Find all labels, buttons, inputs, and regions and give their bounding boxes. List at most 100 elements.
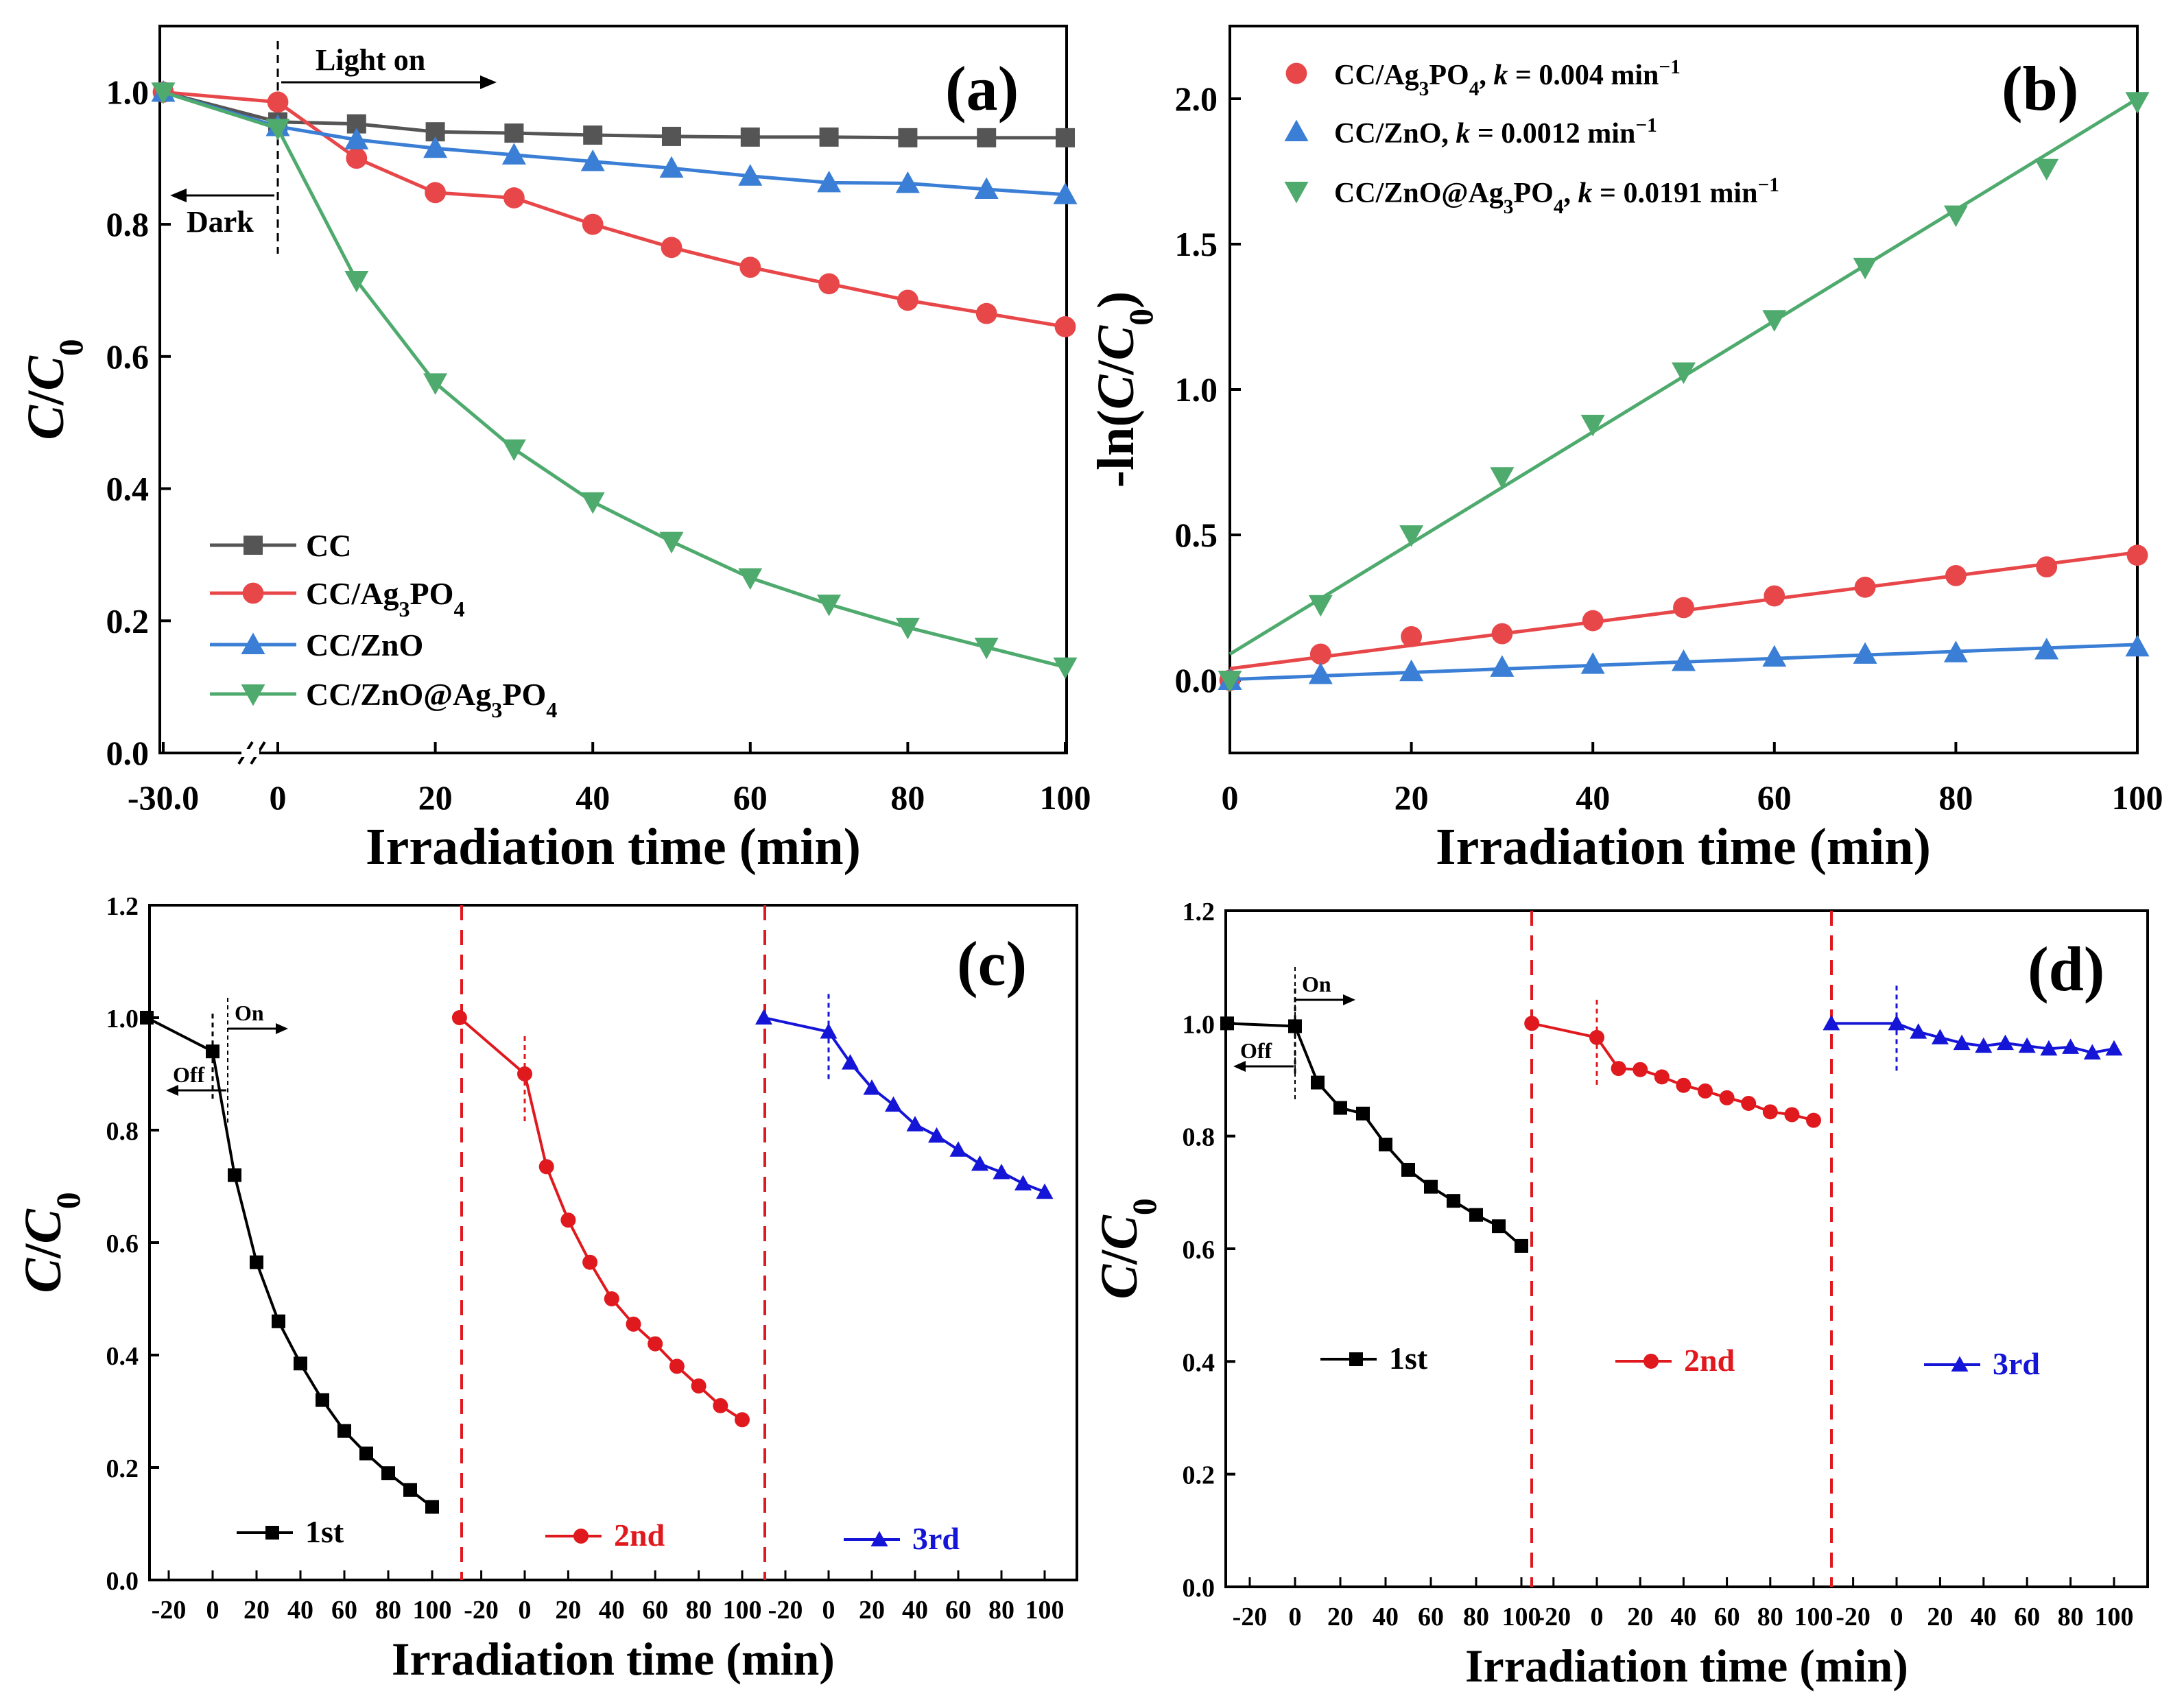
data-point — [1888, 1014, 1906, 1031]
data-point — [885, 1096, 902, 1112]
text-part: 4 — [546, 697, 557, 722]
data-point — [1580, 414, 1605, 437]
y-tick-label: 0.4 — [106, 1342, 139, 1371]
data-point — [1784, 1107, 1800, 1123]
x-tick-label: 0 — [1222, 778, 1239, 817]
x-tick-label: -20 — [1233, 1603, 1268, 1631]
data-point — [1356, 1106, 1370, 1121]
data-point — [1672, 649, 1696, 671]
data-point — [1220, 1016, 1234, 1031]
x-tick-label: 0 — [1591, 1603, 1604, 1631]
x-tick-label: 40 — [1971, 1603, 1997, 1631]
x-tick-label: 80 — [375, 1596, 401, 1625]
data-point — [895, 171, 920, 193]
panel-label: (c) — [957, 929, 1027, 998]
x-tick-label: 40 — [599, 1596, 625, 1625]
data-point — [1053, 657, 1078, 680]
on-arrowhead — [1343, 994, 1355, 1005]
data-point — [1953, 1034, 1971, 1051]
data-point — [661, 237, 682, 259]
text-part: 3 — [1504, 196, 1514, 218]
legend-marker — [1951, 1356, 1969, 1372]
data-point — [895, 617, 920, 640]
data-point — [423, 373, 448, 395]
x-tick-label: 20 — [555, 1596, 581, 1625]
off-label: Off — [1240, 1038, 1272, 1063]
panel-label: (b) — [2002, 53, 2078, 123]
data-point — [1308, 662, 1333, 684]
data-point — [739, 256, 761, 278]
legend-label: CC/Ag3PO4 — [306, 576, 465, 621]
data-point — [501, 439, 526, 462]
text-part: C — [17, 405, 75, 440]
data-point — [2034, 158, 2059, 181]
legend-label: 1st — [1389, 1341, 1428, 1376]
axis-break-gap — [241, 749, 259, 757]
data-point — [316, 1393, 329, 1407]
text-part: PO — [502, 677, 546, 712]
y-tick-label: 0.4 — [1183, 1348, 1215, 1377]
y-tick-label: 0.0 — [106, 734, 150, 772]
off-arrowhead — [1233, 1061, 1246, 1072]
on-arrowhead — [276, 1023, 288, 1034]
data-point — [1333, 1101, 1347, 1115]
data-point — [583, 125, 603, 145]
data-point — [1910, 1023, 1927, 1039]
data-point — [1309, 643, 1331, 665]
data-point — [928, 1127, 945, 1143]
data-point — [1218, 671, 1242, 693]
text-part: CC/ZnO — [306, 627, 423, 662]
y-tick-label: 0.6 — [1183, 1236, 1215, 1265]
off-arrowhead — [166, 1085, 178, 1096]
data-point — [817, 595, 842, 616]
legend-label: 1st — [305, 1514, 344, 1549]
off-label: Off — [173, 1062, 205, 1087]
text-part: CC/ZnO@Ag — [1334, 178, 1504, 209]
x-tick-label: 100 — [413, 1596, 452, 1625]
y-tick-label: 0.0 — [1175, 661, 1218, 699]
y-tick-label: 1.0 — [1175, 370, 1218, 409]
x-tick-label: 80 — [1463, 1603, 1489, 1631]
series-line — [163, 90, 1066, 328]
data-point — [1491, 623, 1513, 645]
x-tick-label: -20 — [152, 1596, 187, 1625]
x-tick-label: 40 — [575, 778, 610, 817]
x-tick-label: 100 — [2112, 778, 2163, 817]
x-tick-label: 60 — [642, 1596, 668, 1625]
legend-label: CC/ZnO@Ag3PO4 — [306, 677, 557, 722]
text-part: 0 — [1122, 309, 1160, 326]
data-point — [974, 637, 999, 660]
x-tick-label: 0 — [519, 1596, 532, 1625]
text-part: -ln( — [1087, 409, 1145, 488]
data-point — [648, 1336, 663, 1352]
data-point — [842, 1054, 859, 1070]
legend-marker — [241, 632, 265, 654]
data-point — [1853, 257, 1877, 280]
data-point — [504, 123, 524, 143]
on-label: On — [1302, 972, 1331, 996]
plot-frame — [1224, 909, 2149, 1588]
data-point — [691, 1378, 707, 1394]
x-tick-label: -20 — [1836, 1603, 1871, 1631]
data-point — [1379, 1137, 1392, 1151]
data-point — [344, 271, 369, 293]
text-part: CC — [306, 528, 351, 563]
y-tick-label: 0.8 — [1183, 1123, 1215, 1152]
panel-d: 0.00.20.40.60.81.01.2-20 0 20 40 60 80 100-20 0… — [1091, 898, 2149, 1692]
data-point — [669, 1358, 685, 1374]
data-point — [272, 1314, 285, 1328]
data-point — [1854, 576, 1876, 598]
text-part: k — [1493, 60, 1508, 91]
legend-marker — [1643, 1354, 1659, 1369]
legend-label: 2nd — [1684, 1343, 1735, 1378]
data-point — [538, 1159, 554, 1175]
data-point — [1515, 1238, 1528, 1253]
text-part: 0 — [1126, 1198, 1163, 1215]
data-point — [2036, 556, 2058, 578]
legend-label: CC/ZnO@Ag3PO4, k = 0.0191 min−1 — [1334, 174, 1779, 218]
data-point — [1014, 1175, 1032, 1190]
data-point — [1580, 652, 1605, 674]
data-point — [346, 147, 368, 169]
x-axis-label: Irradiation time (min) — [366, 818, 861, 876]
y-tick-label: 0.8 — [106, 1117, 139, 1146]
